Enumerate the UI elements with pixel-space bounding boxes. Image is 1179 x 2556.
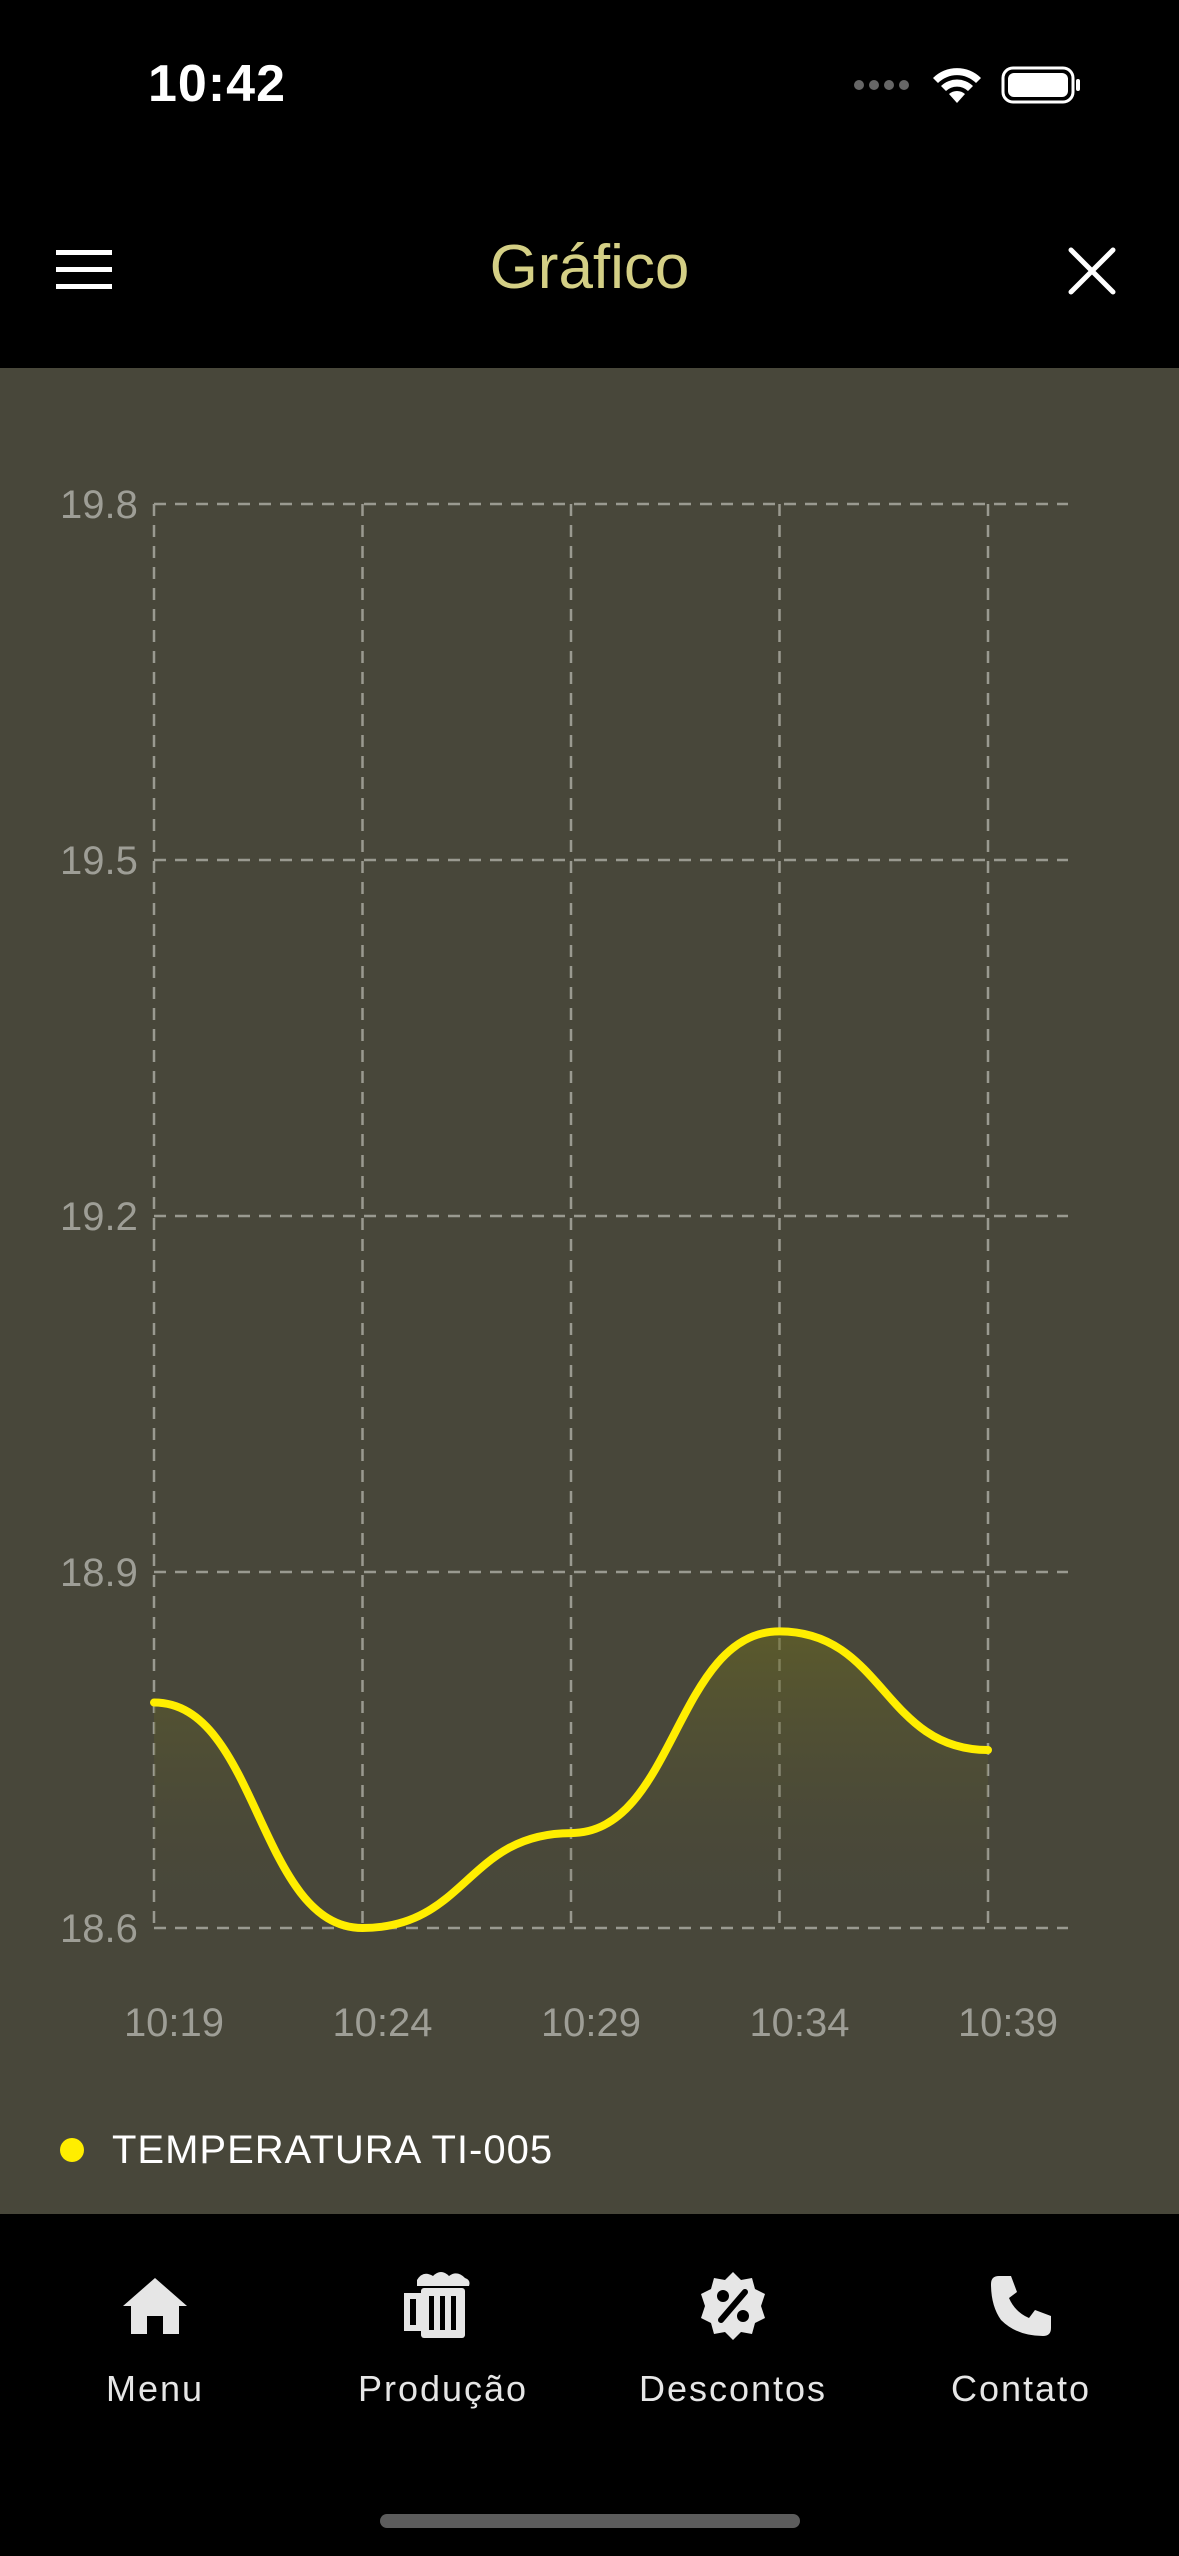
nav-label-descontos: Descontos xyxy=(638,2368,828,2409)
wifi-icon xyxy=(933,68,981,103)
home-indicator xyxy=(380,2514,800,2528)
home-icon xyxy=(123,2278,187,2334)
close-icon[interactable] xyxy=(1067,246,1117,296)
nav-label-producao: Produção xyxy=(357,2368,529,2409)
line-chart: 19.8 19.5 19.2 18.9 18.6 10:19 10:24 10:29 10:34… xyxy=(60,483,1068,2045)
y-tick-label: 19.8 xyxy=(60,483,138,527)
nav-item-menu[interactable]: Menu xyxy=(10,2266,300,2456)
x-tick-label: 10:19 xyxy=(124,2001,224,2045)
status-bar: 10:42 xyxy=(0,0,1179,180)
legend-label: TEMPERATURA TI-005 xyxy=(112,2127,554,2172)
x-tick-label: 10:39 xyxy=(958,2001,1058,2045)
y-tick-label: 18.6 xyxy=(60,1907,138,1951)
phone-icon xyxy=(991,2276,1051,2336)
beer-mug-icon xyxy=(404,2272,470,2338)
chart-area: 19.8 19.5 19.2 18.9 18.6 10:19 10:24 10:29 10:34… xyxy=(0,368,1179,2214)
percent-badge-icon xyxy=(701,2272,765,2340)
battery-icon xyxy=(1001,66,1080,104)
y-tick-label: 19.5 xyxy=(60,839,138,883)
status-time: 10:42 xyxy=(148,55,286,113)
page-title: Gráfico xyxy=(489,233,690,302)
series-line xyxy=(150,1627,992,1933)
header-bar: Gráfico xyxy=(0,180,1179,368)
nav-item-descontos[interactable]: Descontos xyxy=(588,2266,878,2456)
x-tick-label: 10:34 xyxy=(749,2001,849,2045)
nav-label-menu: Menu xyxy=(105,2368,205,2409)
legend-dot xyxy=(60,2138,84,2162)
y-tick-label: 18.9 xyxy=(60,1551,138,1595)
x-tick-label: 10:24 xyxy=(332,2001,432,2045)
nav-item-producao[interactable]: Produção xyxy=(298,2266,588,2456)
nav-item-contato[interactable]: Contato xyxy=(876,2266,1166,2456)
nav-label-contato: Contato xyxy=(950,2368,1092,2409)
y-tick-label: 19.2 xyxy=(60,1195,138,1239)
status-icons xyxy=(853,60,1081,110)
x-tick-label: 10:29 xyxy=(541,2001,641,2045)
hamburger-icon[interactable] xyxy=(56,248,112,292)
signal-icon xyxy=(854,80,909,90)
series-area xyxy=(154,1631,988,1928)
legend: TEMPERATURA TI-005 xyxy=(60,2120,553,2180)
bottom-nav: Menu Produção Descontos Contato xyxy=(0,2214,1179,2556)
